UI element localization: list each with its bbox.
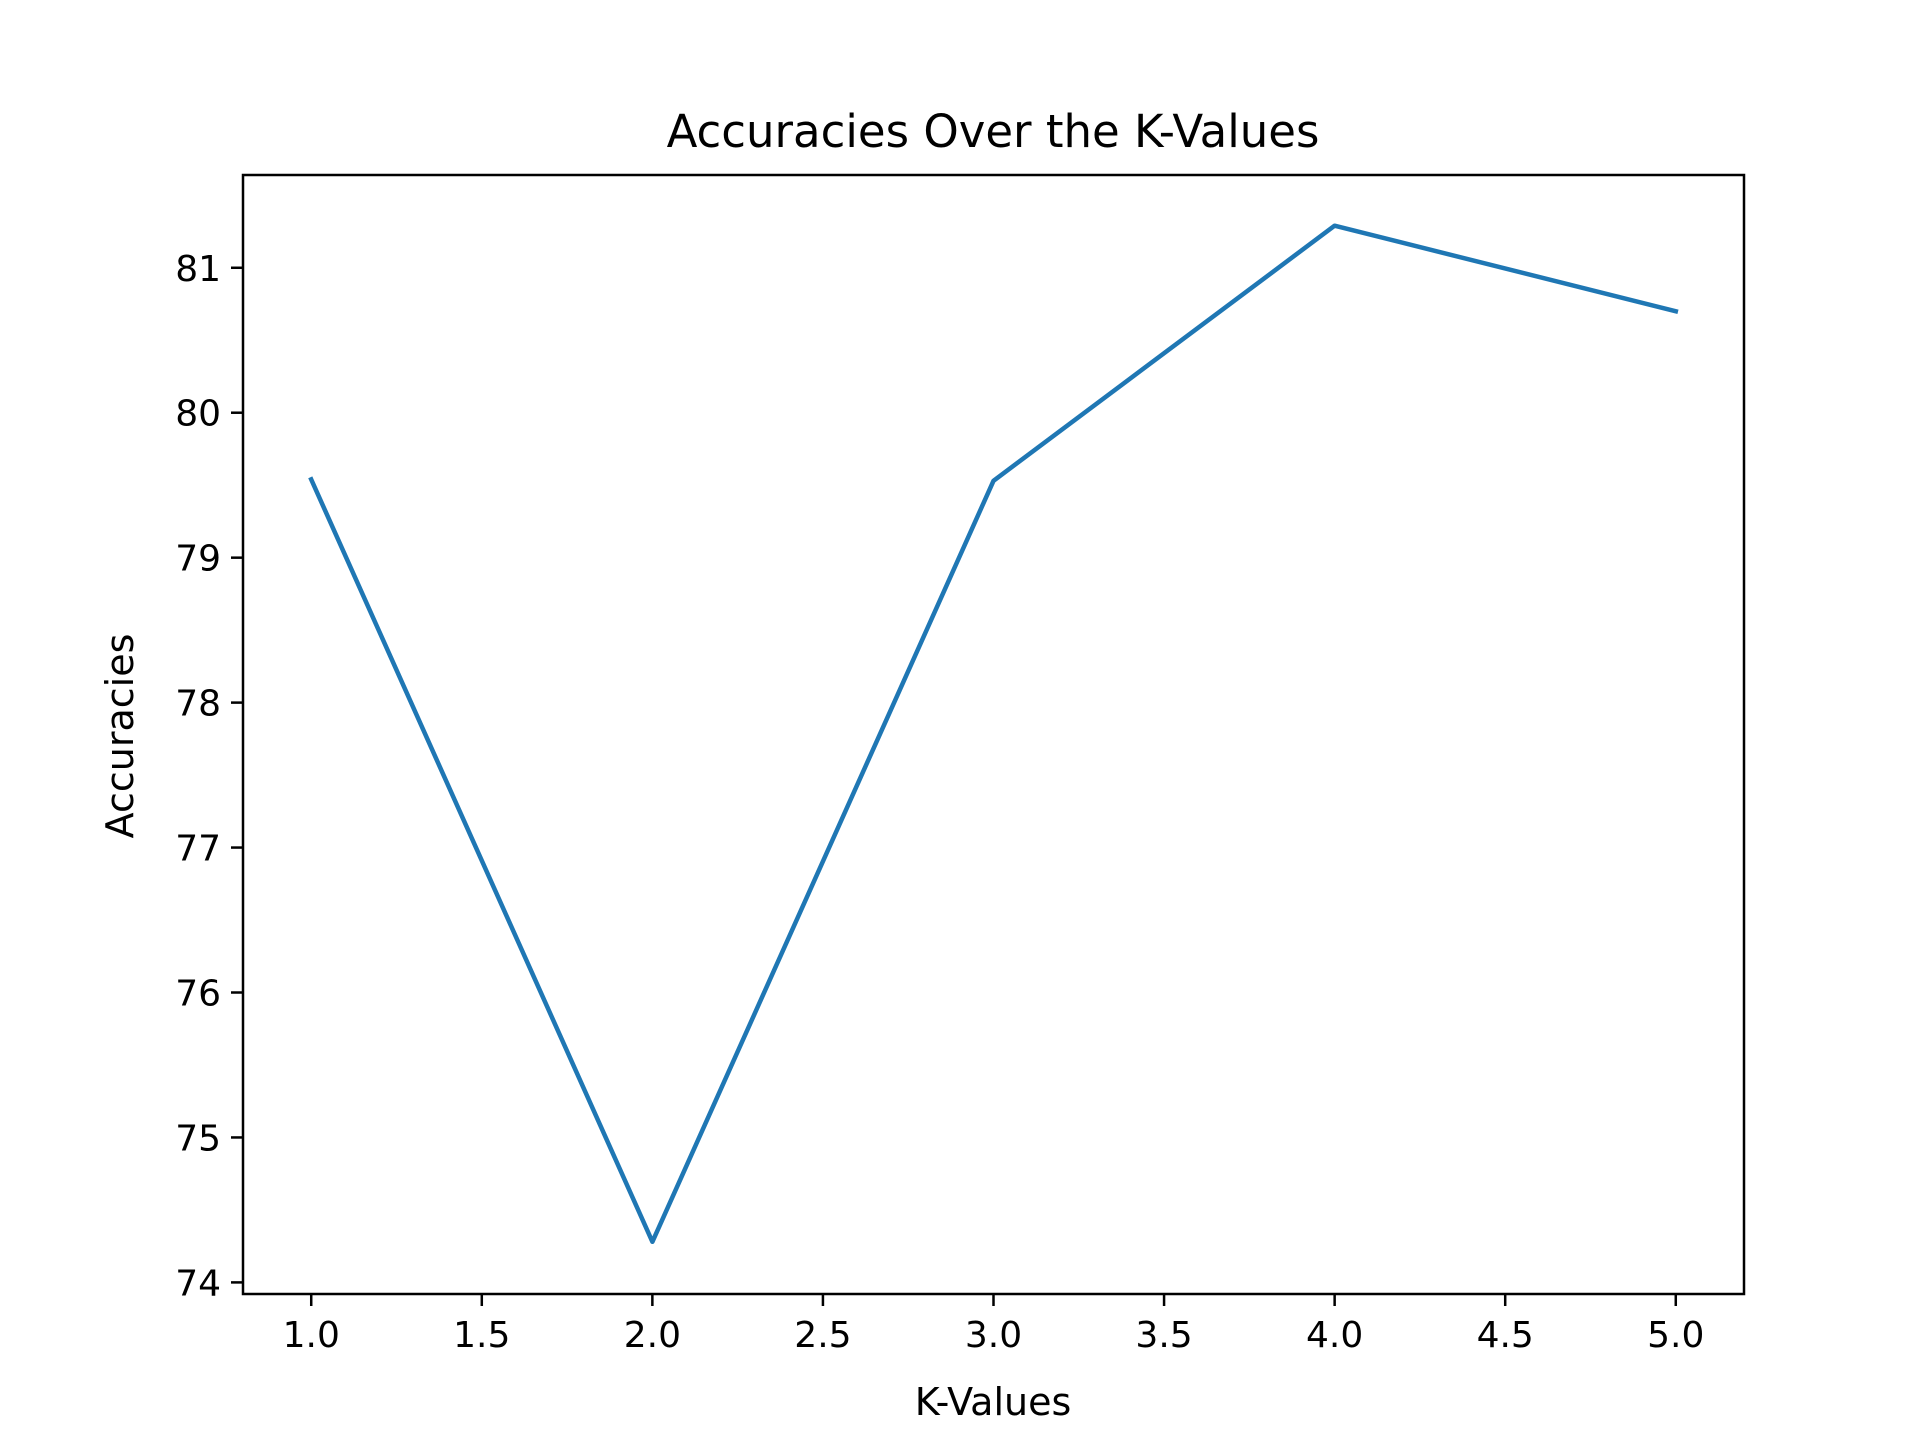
x-tick-label: 5.0: [1647, 1315, 1704, 1356]
x-tick-label: 4.5: [1477, 1315, 1534, 1356]
series-layer: [308, 223, 1679, 1245]
x-tick-label: 3.0: [965, 1315, 1022, 1356]
x-tick-label: 1.5: [453, 1315, 510, 1356]
plot-frame: [241, 173, 1746, 1296]
chart-title: Accuracies Over the K-Values: [667, 105, 1320, 158]
y-tick-label: 79: [175, 539, 221, 580]
y-tick-label: 74: [175, 1263, 221, 1304]
y-tick-label: 77: [175, 829, 221, 870]
y-tick-label: 76: [175, 974, 221, 1015]
x-axis-ticks: 1.0 1.5 2.0 2.5 3.0 3.5 4.0 4.5 5.0: [283, 1294, 1704, 1356]
y-tick-label: 81: [175, 249, 221, 290]
y-tick-label: 78: [175, 684, 221, 725]
y-axis-label: Accuracies: [98, 634, 142, 839]
series-line: [308, 223, 1679, 1245]
x-tick-label: 2.5: [794, 1315, 851, 1356]
x-axis-label: K-Values: [915, 1380, 1072, 1424]
y-tick-label: 75: [175, 1118, 221, 1159]
x-tick-label: 3.5: [1135, 1315, 1192, 1356]
x-tick-label: 2.0: [624, 1315, 681, 1356]
y-axis-ticks: 74 75 76 77 78 79 80 81: [175, 249, 243, 1304]
y-tick-label: 80: [175, 394, 221, 435]
x-tick-label: 4.0: [1306, 1315, 1363, 1356]
x-tick-label: 1.0: [283, 1315, 340, 1356]
